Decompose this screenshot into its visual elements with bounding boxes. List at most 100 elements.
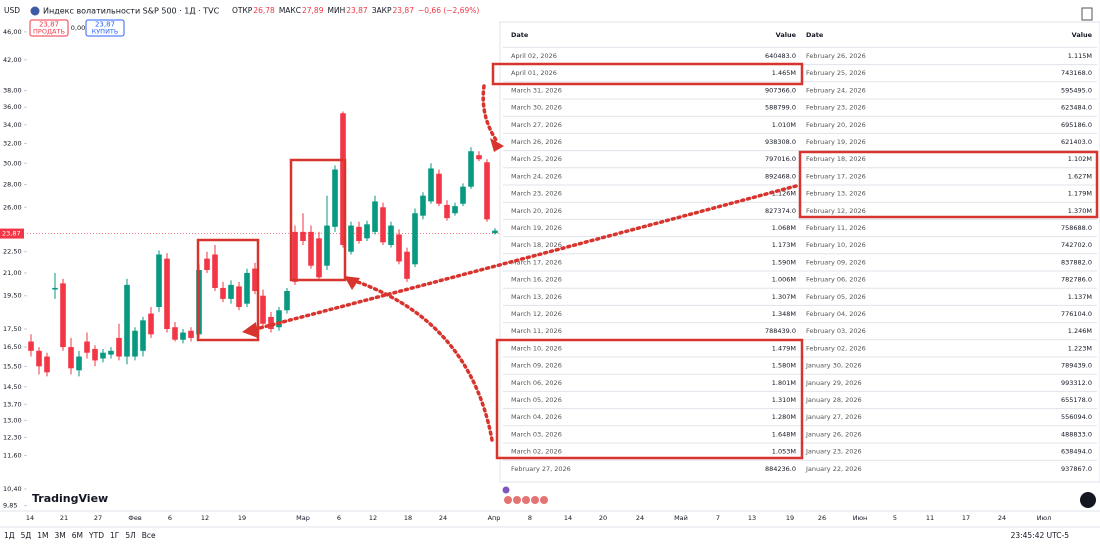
cell-date: February 17, 2026 (806, 172, 866, 180)
event-icons (502, 486, 548, 504)
cell-value: 1.053M (772, 448, 796, 456)
cell-value: 938308.0 (765, 138, 796, 146)
x-tick-label: 14 (564, 514, 572, 522)
x-tick-label: Июн (853, 514, 868, 522)
candle-body (260, 295, 266, 324)
cell-value: 1.590M (772, 258, 796, 266)
candle-body (236, 286, 242, 307)
cell-date: March 11, 2026 (511, 327, 562, 335)
x-tick-label: 19 (238, 514, 246, 522)
symbol-title[interactable]: Индекс волатильности S&P 500 · 1Д · TVC (43, 7, 220, 16)
candle-body (100, 352, 106, 359)
y-tick-label: 26,00 (3, 203, 22, 211)
menu-button[interactable] (1080, 492, 1096, 508)
cell-date: March 13, 2026 (511, 293, 562, 301)
cell-date: January 28, 2026 (805, 396, 862, 404)
y-tick-label: 42,00 (3, 56, 22, 64)
buy-button[interactable] (85, 19, 125, 37)
cell-date: March 19, 2026 (511, 224, 562, 232)
candle-body (484, 162, 490, 220)
highlight-box (491, 62, 804, 86)
x-tick-label: 21 (60, 514, 68, 522)
candle-body (292, 231, 298, 282)
cell-value: 797016.0 (765, 155, 796, 163)
highlight-box (196, 238, 260, 342)
y-tick-label: 21,00 (3, 269, 22, 277)
candle-body (140, 320, 146, 351)
sell-button[interactable] (29, 19, 69, 37)
range-button[interactable]: YTD (88, 531, 104, 540)
range-button[interactable]: 6М (72, 531, 83, 540)
candle-body (36, 350, 42, 367)
candle-body (324, 225, 330, 266)
cell-value: 788439.0 (765, 327, 796, 335)
range-button[interactable]: 1Д (4, 531, 15, 540)
event-icon[interactable] (531, 496, 539, 504)
candle-body (348, 225, 354, 252)
currency[interactable]: USD (4, 6, 20, 15)
x-tick-label: 12 (201, 514, 209, 522)
event-icon[interactable] (502, 486, 510, 494)
cell-date: March 20, 2026 (511, 207, 562, 215)
event-icon[interactable] (540, 496, 548, 504)
candle-body (132, 330, 138, 357)
cell-value: 907366.0 (765, 86, 796, 94)
cell-date: February 20, 2026 (806, 121, 866, 129)
range-button[interactable]: 1М (37, 531, 48, 540)
candle-body (108, 350, 114, 355)
cell-value: 1.580M (772, 362, 796, 370)
event-icon[interactable] (513, 496, 521, 504)
cell-value: 1.068M (772, 224, 796, 232)
y-tick-label: 32,00 (3, 139, 22, 147)
x-tick-label: 27 (94, 514, 102, 522)
candle-body (476, 155, 482, 160)
ohlc-value: 26,78 (253, 6, 275, 15)
range-button[interactable]: 5Л (125, 531, 135, 540)
cell-date: March 18, 2026 (511, 241, 562, 249)
candle-body (300, 231, 306, 241)
cell-date: March 27, 2026 (511, 121, 562, 129)
event-icon[interactable] (522, 496, 530, 504)
range-button[interactable]: 5Д (21, 531, 32, 540)
arrow-head (344, 276, 360, 290)
candle-body (276, 310, 282, 328)
candle-body (316, 238, 322, 278)
cell-value: 1.126M (772, 190, 796, 198)
cell-value: 695186.0 (1061, 121, 1092, 129)
cell-date: March 04, 2026 (511, 413, 562, 421)
range-button[interactable]: 3М (55, 531, 66, 540)
y-tick-label: 34,00 (3, 121, 22, 129)
cell-date: February 06, 2026 (806, 276, 866, 284)
candle-body (164, 258, 170, 329)
cell-value: 776104.0 (1061, 310, 1092, 318)
cell-date: March 31, 2026 (511, 86, 562, 94)
cell-value: 1.246M (1068, 327, 1092, 335)
event-icon[interactable] (504, 496, 512, 504)
cell-date: January 29, 2026 (805, 379, 862, 387)
cell-value: 1.801M (772, 379, 796, 387)
candle-body (436, 173, 442, 204)
range-button[interactable]: Все (142, 531, 156, 540)
x-tick-label: Май (674, 514, 688, 522)
highlight-box (798, 150, 1099, 219)
column-header: Date (511, 31, 529, 39)
x-tick-label: 17 (962, 514, 970, 522)
cell-value: 758688.0 (1061, 224, 1092, 232)
cell-value: 655178.0 (1061, 396, 1092, 404)
cell-value: 1.006M (772, 276, 796, 284)
candle-body (340, 113, 346, 245)
cell-date: January 22, 2026 (805, 465, 862, 473)
x-tick-label: 12 (369, 514, 377, 522)
candle-body (84, 341, 90, 353)
candle-body (68, 347, 74, 369)
cell-date: March 30, 2026 (511, 104, 562, 112)
cell-date: February 04, 2026 (806, 310, 866, 318)
cell-date: March 03, 2026 (511, 430, 562, 438)
candle-body (44, 356, 50, 373)
range-button[interactable]: 1Г (110, 531, 120, 540)
cell-value: 588799.0 (765, 104, 796, 112)
candle-body (452, 206, 458, 214)
notes-icon[interactable] (1081, 7, 1093, 21)
candle-body (308, 231, 314, 266)
cell-date: February 03, 2026 (806, 327, 866, 335)
